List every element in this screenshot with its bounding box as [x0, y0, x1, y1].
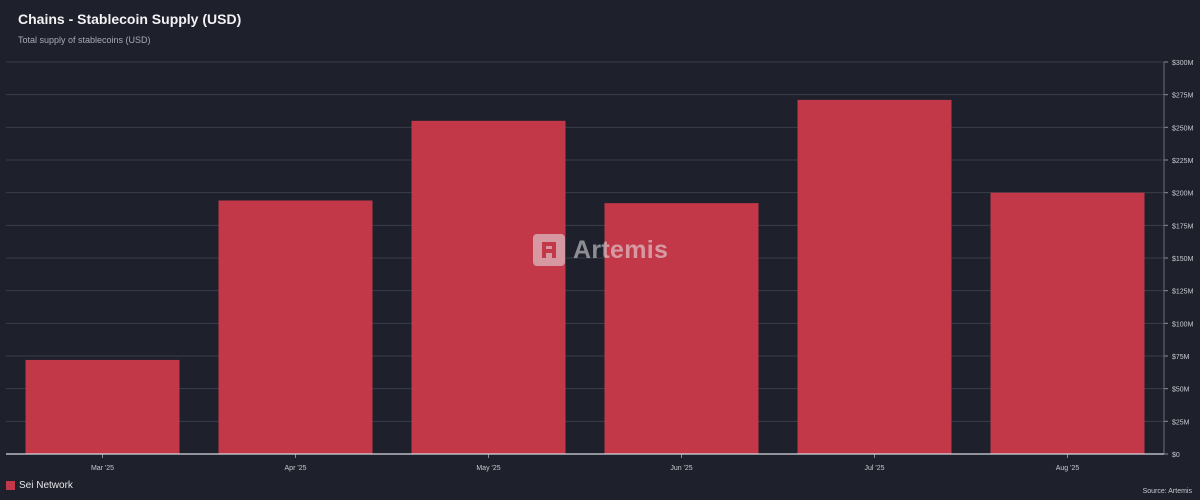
x-tick-label: May '25: [476, 465, 500, 472]
y-tick-label: $100M: [1172, 321, 1194, 328]
bar-mar25[interactable]: [25, 359, 180, 454]
x-tick-label: Aug '25: [1056, 465, 1080, 472]
y-tick-label: $275M: [1172, 93, 1194, 100]
y-tick-label: $75M: [1172, 354, 1190, 361]
y-tick-label: $50M: [1172, 387, 1190, 394]
artemis-logo-icon: [533, 234, 565, 266]
legend-swatch: [6, 481, 15, 490]
y-tick-label: $250M: [1172, 125, 1194, 132]
legend[interactable]: Sei Network: [6, 480, 73, 491]
y-tick-label: $225M: [1172, 158, 1194, 165]
x-tick-label: Mar '25: [91, 465, 114, 472]
source-text: Source: Artemis: [1142, 488, 1192, 495]
bar-chart: $0 $25M $50M $75M $100M $125M $150M $175M $200M $…: [6, 60, 1194, 472]
bar-may25[interactable]: [411, 120, 566, 455]
y-tick-label: $125M: [1172, 289, 1194, 296]
x-tick-label: Apr '25: [285, 465, 307, 472]
bar-apr25[interactable]: [218, 200, 373, 454]
y-tick-label: $25M: [1172, 419, 1190, 426]
chart-subtitle: Total supply of stablecoins (USD): [18, 35, 151, 45]
watermark-text: Artemis: [573, 235, 669, 264]
artemis-watermark: Artemis: [533, 234, 668, 266]
y-tick-label: $150M: [1172, 256, 1194, 263]
legend-label: Sei Network: [19, 480, 73, 491]
x-tick-label: Jun '25: [670, 465, 692, 472]
y-tick-label: $175M: [1172, 223, 1194, 230]
bar-jun25[interactable]: [604, 203, 759, 454]
y-tick-label: $0: [1172, 452, 1180, 459]
x-tick-label: Jul '25: [864, 465, 884, 472]
y-tick-label: $300M: [1172, 60, 1194, 67]
bar-aug25[interactable]: [990, 192, 1145, 454]
chart-title: Chains - Stablecoin Supply (USD): [18, 11, 242, 27]
y-tick-label: $200M: [1172, 191, 1194, 198]
bar-jul25[interactable]: [797, 99, 952, 454]
